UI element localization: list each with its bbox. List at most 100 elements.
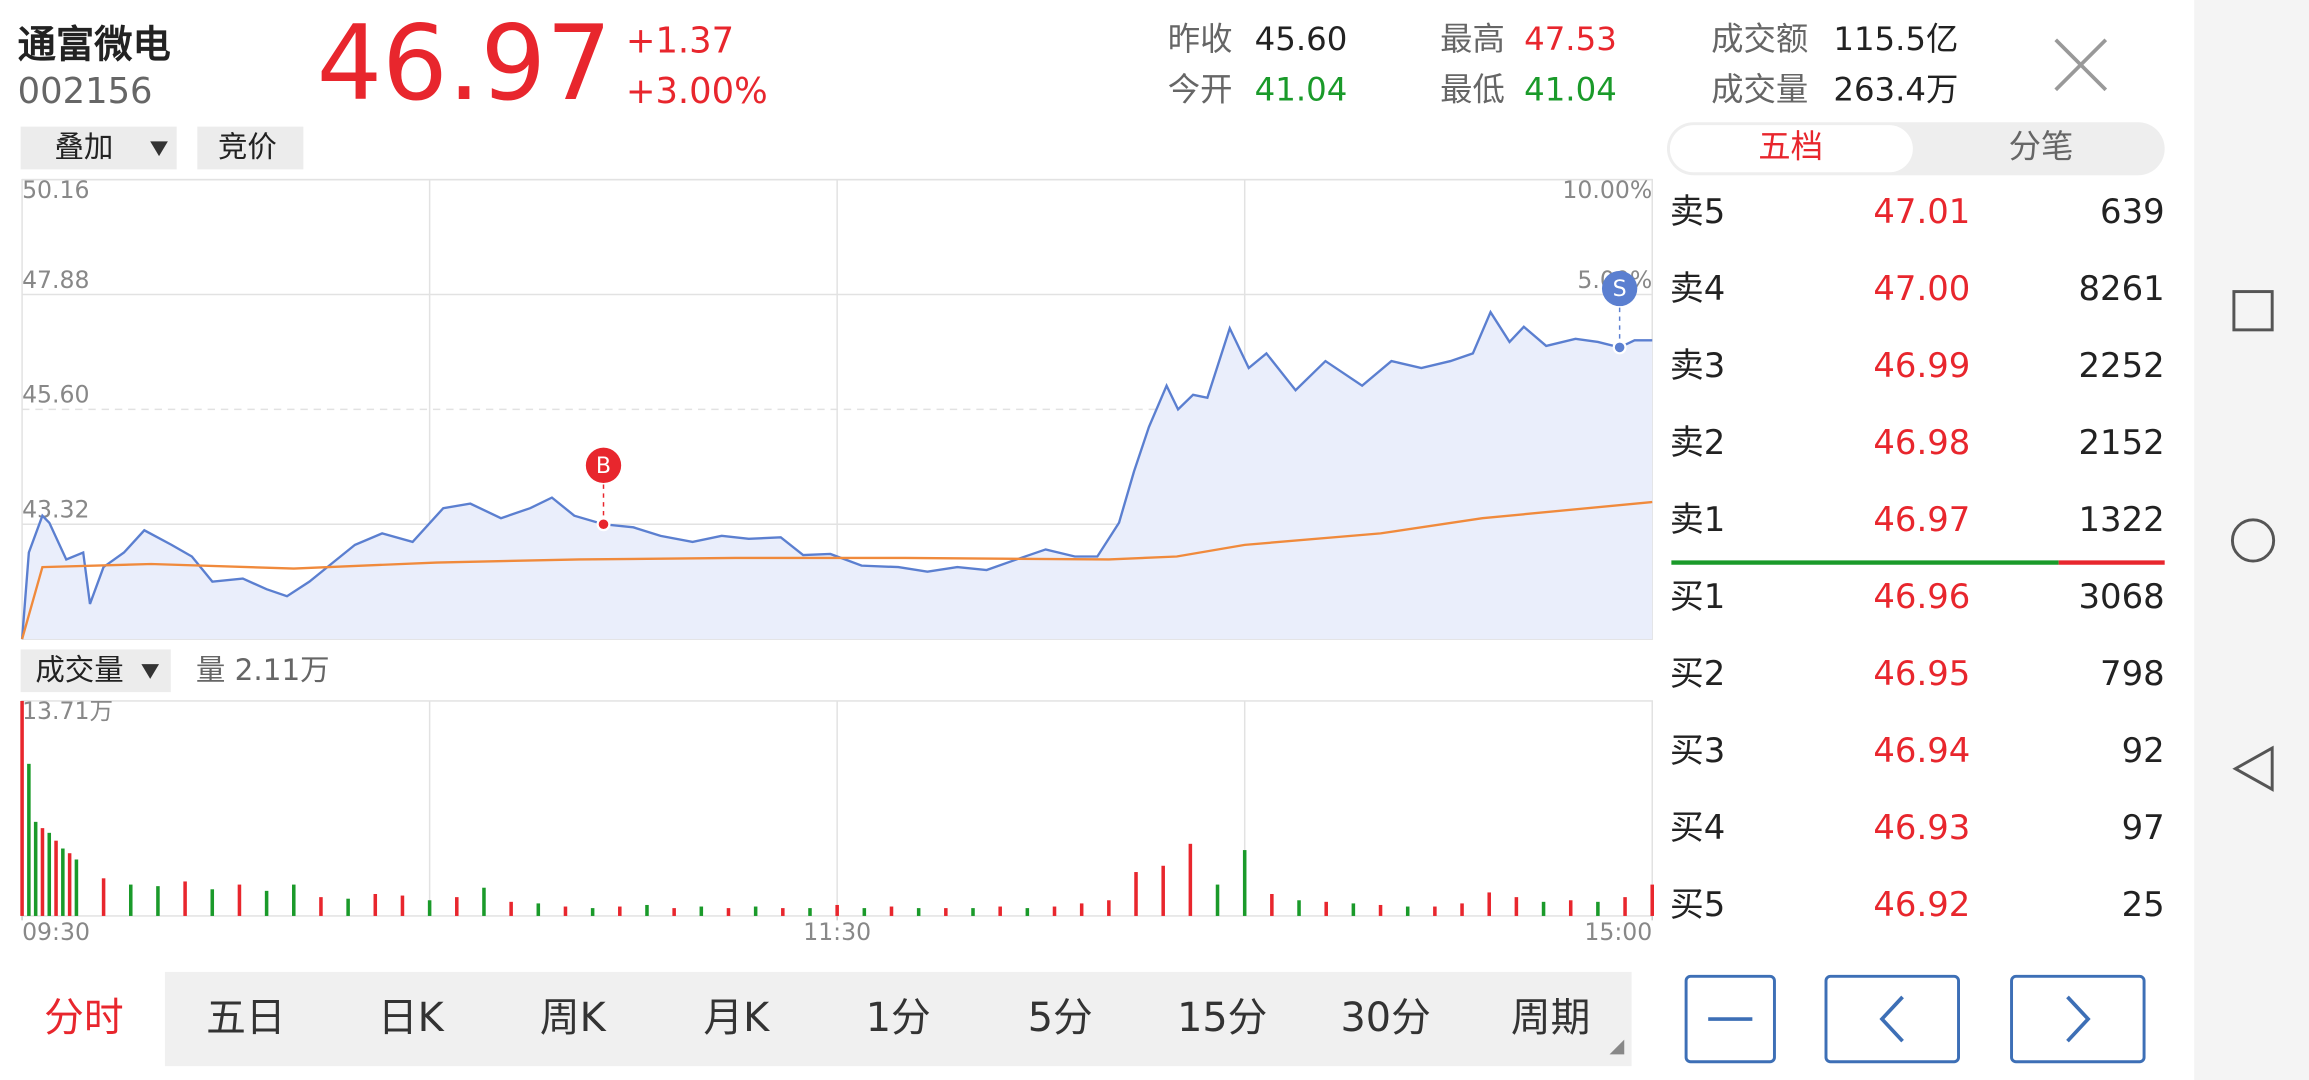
volume-bar bbox=[1650, 884, 1654, 916]
y-tick-label: 47.88 bbox=[22, 266, 89, 294]
volume-bar bbox=[47, 832, 52, 916]
volume-bar bbox=[1297, 900, 1301, 916]
annotation-label: B bbox=[596, 454, 611, 479]
stat-value: 41.04 bbox=[1524, 70, 1617, 108]
period-tab[interactable]: 日K bbox=[378, 995, 445, 1041]
volume-bar bbox=[726, 908, 731, 916]
order-price: 46.93 bbox=[1873, 808, 1970, 847]
stat-label: 今开 bbox=[1168, 70, 1233, 108]
volume-bar bbox=[590, 908, 595, 916]
order-tab[interactable]: 五档 bbox=[1758, 128, 1823, 166]
annotation-label: S bbox=[1613, 277, 1627, 302]
volume-bar bbox=[1596, 901, 1600, 916]
zoom-out-button[interactable] bbox=[1684, 974, 1776, 1064]
stock-name: 通富微电 bbox=[18, 23, 171, 68]
volume-bar bbox=[237, 884, 242, 916]
order-level: 卖2 bbox=[1670, 423, 1725, 462]
volume-bar bbox=[40, 828, 45, 916]
stat-label: 昨收 bbox=[1168, 20, 1233, 58]
order-level: 卖4 bbox=[1670, 269, 1725, 308]
volume-bar bbox=[183, 881, 187, 916]
auction-label: 竞价 bbox=[218, 130, 277, 164]
period-tab[interactable]: 周期 bbox=[1511, 995, 1591, 1041]
order-level: 买3 bbox=[1670, 731, 1725, 770]
volume-bar bbox=[156, 886, 160, 916]
stat-label: 成交量 bbox=[1711, 70, 1808, 108]
order-level: 买1 bbox=[1670, 577, 1725, 616]
volume-bar bbox=[998, 906, 1002, 916]
overlay-button[interactable] bbox=[20, 126, 177, 170]
dropdown-icon bbox=[141, 664, 160, 679]
order-price: 46.95 bbox=[1873, 654, 1970, 693]
back-button[interactable] bbox=[2232, 745, 2274, 792]
next-button[interactable] bbox=[2010, 974, 2146, 1064]
period-tab[interactable]: 30分 bbox=[1341, 995, 1431, 1041]
order-volume: 1322 bbox=[2079, 500, 2165, 539]
volume-bar bbox=[1541, 901, 1546, 916]
current-volume: 量 2.11万 bbox=[196, 653, 330, 687]
period-tab[interactable]: 分时 bbox=[44, 995, 124, 1041]
volume-bar bbox=[672, 908, 676, 916]
order-volume: 639 bbox=[2100, 192, 2165, 231]
volume-bar bbox=[373, 893, 378, 916]
period-tab[interactable]: 周K bbox=[540, 995, 607, 1041]
volume-bar bbox=[1433, 906, 1437, 916]
volume-bar bbox=[455, 897, 459, 916]
volume-bar bbox=[1568, 900, 1573, 916]
volume-bar bbox=[27, 763, 31, 916]
volume-bar bbox=[645, 904, 649, 916]
volume-bar bbox=[1270, 893, 1274, 916]
period-tab[interactable]: 五日 bbox=[206, 995, 286, 1041]
overlay-label: 叠加 bbox=[54, 130, 113, 164]
annotation-point bbox=[1612, 340, 1627, 355]
volume-bar bbox=[781, 908, 785, 916]
order-tab-selected[interactable] bbox=[1669, 125, 1913, 173]
volume-bar bbox=[699, 906, 704, 916]
volume-bar bbox=[33, 821, 38, 916]
volume-bar bbox=[20, 700, 24, 916]
stat-label: 最高 bbox=[1440, 20, 1505, 58]
annotation-badge bbox=[1601, 270, 1638, 307]
volume-bar bbox=[319, 897, 323, 916]
volume-bar bbox=[1623, 897, 1627, 916]
order-volume: 92 bbox=[2122, 731, 2165, 770]
stat-value: 115.5亿 bbox=[1833, 20, 1958, 58]
home-button[interactable] bbox=[2230, 518, 2276, 563]
volume-bar bbox=[128, 884, 133, 916]
order-tab[interactable]: 分笔 bbox=[2009, 128, 2074, 166]
order-price: 46.92 bbox=[1873, 885, 1970, 924]
y-tick-label: 50.16 bbox=[22, 176, 89, 204]
order-level: 卖3 bbox=[1670, 346, 1725, 385]
recent-apps-button[interactable] bbox=[2232, 290, 2274, 332]
auction-button[interactable] bbox=[197, 126, 304, 170]
period-tab[interactable]: 1分 bbox=[866, 995, 931, 1041]
volume-bar bbox=[1351, 903, 1356, 916]
volume-bar bbox=[427, 900, 432, 916]
period-tab[interactable]: 月K bbox=[703, 995, 770, 1041]
volume-bar bbox=[61, 848, 65, 916]
price: 46.97 bbox=[317, 4, 612, 124]
volume-bar bbox=[1188, 843, 1193, 916]
order-volume: 3068 bbox=[2079, 577, 2165, 616]
prev-button[interactable] bbox=[1824, 974, 1960, 1064]
y2-tick-label: 10.00% bbox=[1562, 176, 1652, 204]
volume-bar bbox=[482, 887, 486, 916]
close-button[interactable] bbox=[2054, 38, 2108, 92]
period-tab[interactable]: 15分 bbox=[1177, 995, 1267, 1041]
price-area bbox=[22, 312, 1653, 640]
period-tab[interactable]: 5分 bbox=[1028, 995, 1093, 1041]
volume-bar bbox=[944, 908, 948, 916]
volume-bar bbox=[1460, 903, 1464, 916]
order-price: 46.98 bbox=[1873, 423, 1970, 462]
volume-bar bbox=[54, 840, 58, 916]
change-pct: +3.00% bbox=[626, 71, 768, 112]
x-tick-label: 09:30 bbox=[22, 918, 90, 946]
volume-bar bbox=[916, 908, 921, 916]
volume-bar bbox=[1079, 903, 1084, 916]
volume-bar bbox=[1487, 892, 1491, 916]
volume-bar bbox=[67, 853, 72, 916]
order-price: 46.97 bbox=[1873, 500, 1970, 539]
dropdown-icon bbox=[150, 141, 168, 157]
stat-value: 263.4万 bbox=[1833, 70, 1958, 108]
